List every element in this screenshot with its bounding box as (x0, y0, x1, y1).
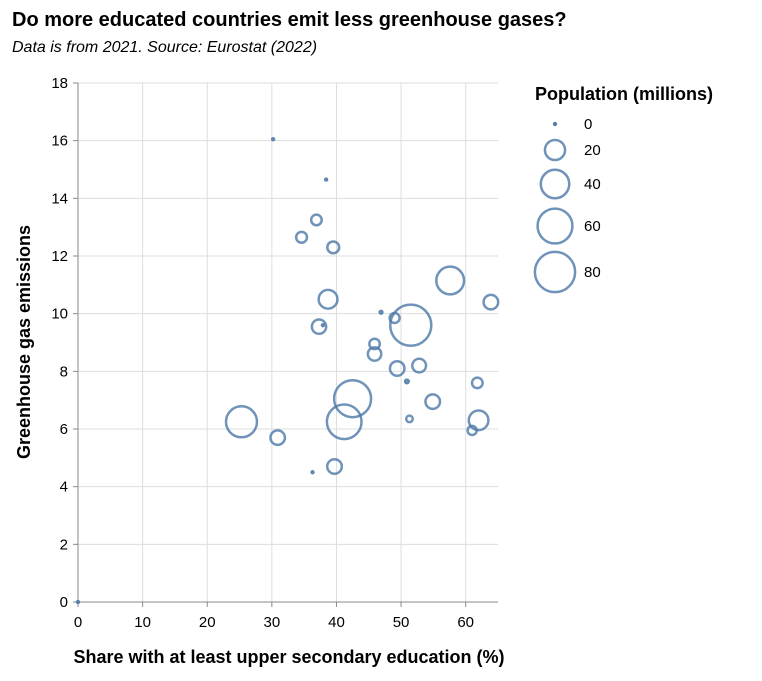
legend-label: 80 (584, 264, 601, 281)
data-point (388, 359, 406, 377)
y-tick-label: 0 (60, 594, 68, 611)
data-point (366, 346, 383, 362)
x-axis-title: Share with at least upper secondary educ… (73, 647, 504, 667)
data-point (435, 265, 466, 296)
data-point (310, 318, 328, 336)
y-tick-label: 18 (51, 75, 68, 92)
legend-label: 0 (584, 116, 592, 133)
data-point (269, 429, 287, 447)
data-point (466, 424, 478, 437)
data-point (404, 414, 414, 424)
legend-symbol (539, 168, 571, 200)
legend-symbol (536, 207, 574, 245)
y-tick-label: 6 (60, 421, 68, 438)
data-point (378, 309, 384, 315)
data-point (325, 457, 344, 476)
data-point (320, 323, 326, 328)
data-point (325, 403, 363, 441)
y-tick-label: 4 (60, 479, 68, 496)
size-legend: Population (millions) 0 20 40 60 80 (533, 84, 713, 294)
data-point (323, 177, 329, 182)
axes: 0 10 20 30 40 50 60 0 2 4 6 8 10 12 14 16 18 (51, 75, 498, 631)
data-point (332, 378, 373, 419)
data-point (482, 293, 500, 311)
data-point (388, 303, 433, 347)
data-point (411, 357, 428, 374)
y-tick-label: 16 (51, 133, 68, 150)
legend-label: 60 (584, 218, 601, 235)
x-tick-label: 10 (134, 614, 151, 631)
legend-symbol (552, 121, 558, 127)
y-axis-title: Greenhouse gas emissions (14, 225, 34, 459)
chart-subtitle: Data is from 2021. Source: Eurostat (202… (12, 39, 317, 56)
legend-label: 40 (584, 176, 601, 193)
legend-label: 20 (584, 142, 601, 159)
data-point (470, 376, 484, 390)
data-point (310, 470, 315, 475)
data-point (75, 599, 81, 605)
y-tick-label: 14 (51, 190, 68, 207)
data-point (317, 288, 339, 310)
data-point (368, 337, 382, 351)
x-tick-label: 20 (199, 614, 216, 631)
legend-symbol (543, 138, 567, 162)
data-point (424, 393, 442, 411)
x-tick-label: 60 (457, 614, 474, 631)
grid (77, 82, 498, 603)
data-points (75, 136, 500, 605)
x-tick-label: 30 (264, 614, 281, 631)
y-tick-label: 12 (51, 248, 68, 265)
data-point (224, 405, 259, 439)
chart-title: Do more educated countries emit less gre… (12, 9, 567, 31)
legend-symbol (533, 250, 577, 294)
y-tick-label: 2 (60, 536, 68, 553)
legend-title: Population (millions) (535, 84, 713, 104)
data-point (326, 240, 341, 255)
x-tick-label: 0 (74, 614, 82, 631)
data-point (309, 213, 323, 227)
data-point (294, 230, 309, 244)
x-tick-label: 40 (328, 614, 345, 631)
data-point (467, 409, 490, 432)
y-tick-label: 10 (51, 306, 68, 323)
x-tick-label: 50 (393, 614, 410, 631)
y-tick-label: 8 (60, 363, 68, 380)
data-point (270, 136, 276, 142)
data-point (403, 378, 410, 385)
